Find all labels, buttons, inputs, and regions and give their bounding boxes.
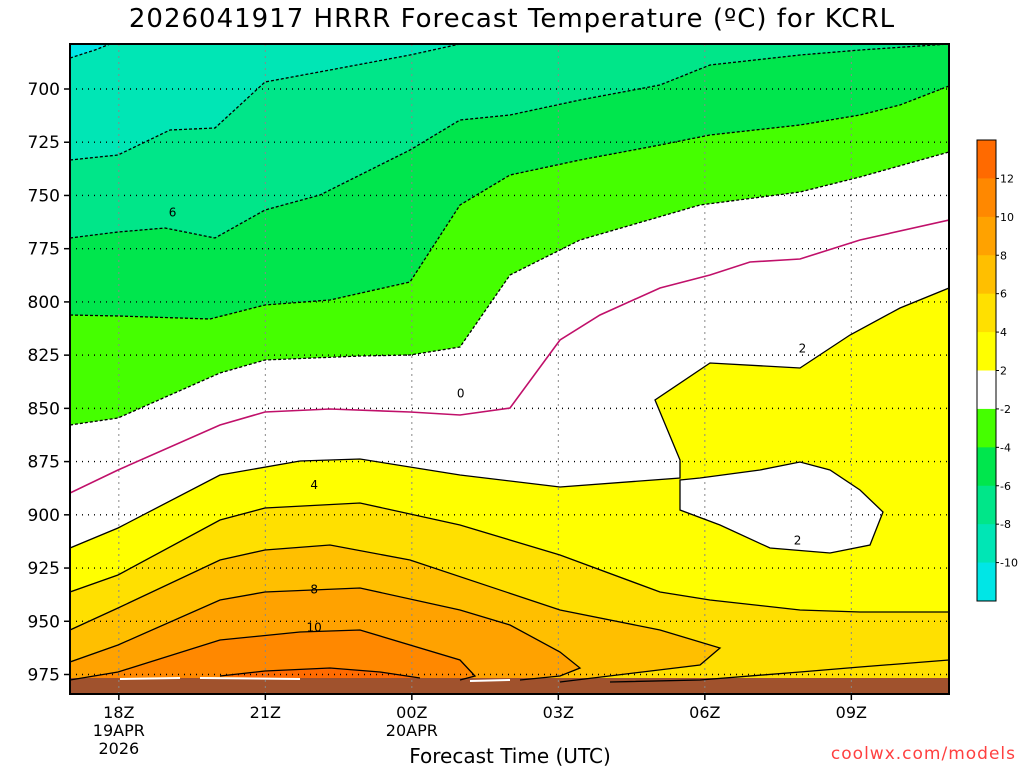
colorbar-swatch xyxy=(977,370,996,410)
colorbar-label: -10 xyxy=(1000,557,1018,570)
contour-pos2-closed xyxy=(679,461,884,554)
colorbar-label: 4 xyxy=(1000,326,1007,339)
colorbar-swatch xyxy=(977,562,996,602)
chart-title: 2026041917 HRRR Forecast Temperature (ºC… xyxy=(128,4,896,34)
colorbar: 12 10 8 6 4 2 -2 -4 -6 -8 -10 xyxy=(976,139,1018,602)
y-axis: 700 725 750 775 800 825 850 875 900 925 950 975 xyxy=(28,80,70,686)
colorbar-swatch xyxy=(977,332,996,371)
contour-neg10 xyxy=(70,44,111,59)
contour-label: 6 xyxy=(169,205,177,219)
colorbar-swatch xyxy=(977,216,996,256)
contour-label: 0 xyxy=(457,386,465,400)
contour-label: 2 xyxy=(794,533,802,547)
contour-neg8 xyxy=(70,44,461,161)
y-tick-label: 750 xyxy=(28,186,60,206)
y-tick-label: 825 xyxy=(28,346,60,366)
contour-neg2 xyxy=(70,151,949,426)
contour-pos6 xyxy=(70,544,722,683)
y-tick-label: 950 xyxy=(28,612,60,632)
contour-label: 10 xyxy=(307,621,322,635)
credit-text: coolwx.com/models xyxy=(830,744,1016,764)
y-tick-label: 975 xyxy=(28,666,60,686)
contour-label: 8 xyxy=(310,582,318,596)
plot-frame xyxy=(69,43,950,695)
contour-low xyxy=(609,659,949,683)
x-tick-sublabel: 19APR xyxy=(93,721,145,740)
contour-pos2 xyxy=(70,287,949,549)
terrain-band xyxy=(70,678,949,694)
y-tick-label: 800 xyxy=(28,293,60,313)
contour-label: 2 xyxy=(799,342,807,356)
colorbar-label: -6 xyxy=(1000,480,1011,493)
contour-pos10 xyxy=(70,629,477,681)
x-tick-label: 21Z xyxy=(250,703,281,722)
colorbar-swatch xyxy=(977,485,996,525)
colorbar-label: 2 xyxy=(1000,365,1007,378)
contour-pos12 xyxy=(219,667,421,679)
grid-lines xyxy=(70,44,949,694)
contour-lines xyxy=(70,44,949,683)
fill-band-neg6 xyxy=(70,44,949,238)
colorbar-label: 10 xyxy=(1000,211,1014,224)
contour-label: 4 xyxy=(310,478,318,492)
colorbar-swatch xyxy=(977,140,996,179)
colorbar-swatch xyxy=(977,408,996,448)
contour-pos8 xyxy=(70,587,582,681)
y-tick-label: 925 xyxy=(28,559,60,579)
colorbar-swatch xyxy=(977,178,996,218)
x-axis-label: Forecast Time (UTC) xyxy=(409,744,611,768)
colorbar-label: -8 xyxy=(1000,518,1011,531)
contour-labels: 6 0 2 2 4 8 10 xyxy=(169,205,807,635)
y-tick-label: 900 xyxy=(28,506,60,526)
colorbar-swatch xyxy=(977,293,996,333)
y-tick-label: 700 xyxy=(28,80,60,100)
x-tick-label: 03Z xyxy=(543,703,574,722)
x-tick-label: 06Z xyxy=(689,703,720,722)
x-tick-label: 18Z xyxy=(103,703,134,722)
colorbar-swatch xyxy=(977,524,996,564)
contour-fill-group xyxy=(70,44,949,694)
x-tick-label: 00Z xyxy=(396,703,427,722)
surface-marks xyxy=(119,677,511,682)
colorbar-label: 12 xyxy=(1000,172,1014,185)
contour-zero xyxy=(70,219,949,494)
x-tick-sublabel: 20APR xyxy=(386,721,438,740)
contour-neg6 xyxy=(70,44,949,239)
colorbar-label: 8 xyxy=(1000,249,1007,262)
x-tick-label: 09Z xyxy=(836,703,867,722)
colorbar-label: -4 xyxy=(1000,441,1011,454)
y-tick-label: 725 xyxy=(28,133,60,153)
y-tick-label: 775 xyxy=(28,240,60,260)
colorbar-swatch xyxy=(977,255,996,295)
colorbar-label: -2 xyxy=(1000,403,1011,416)
fill-hole-white xyxy=(680,462,883,553)
contour-pos4 xyxy=(70,502,949,613)
x-tick-sublabel: 2026 xyxy=(98,739,139,758)
fill-band-neg8 xyxy=(70,44,460,160)
y-tick-label: 875 xyxy=(28,453,60,473)
colorbar-swatch xyxy=(977,447,996,487)
colorbar-label: 6 xyxy=(1000,288,1007,301)
y-tick-label: 850 xyxy=(28,399,60,419)
